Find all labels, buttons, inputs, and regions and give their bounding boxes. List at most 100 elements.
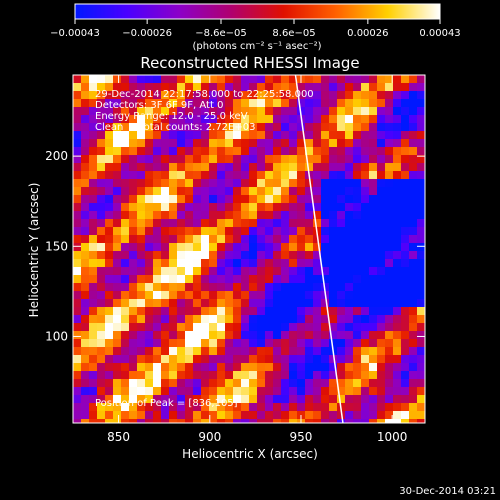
heatmap-cell (153, 235, 162, 244)
heatmap-cell (409, 203, 418, 212)
heatmap-cell (409, 299, 418, 308)
heatmap-cell (337, 187, 346, 196)
heatmap-cell (329, 267, 338, 276)
heatmap-cell (377, 227, 386, 236)
heatmap-cell (361, 107, 370, 116)
heatmap-cell (201, 251, 210, 260)
heatmap-cell (313, 411, 322, 420)
heatmap-cell (265, 403, 274, 412)
heatmap-cell (281, 187, 290, 196)
heatmap-cell (137, 275, 146, 284)
heatmap-cell (153, 299, 162, 308)
heatmap-cell (193, 403, 202, 412)
heatmap-cell (209, 347, 218, 356)
heatmap-cell (153, 203, 162, 212)
heatmap-cell (121, 267, 130, 276)
heatmap-cell (313, 315, 322, 324)
heatmap-cell (273, 155, 282, 164)
heatmap-cell (305, 323, 314, 332)
heatmap-cell (225, 243, 234, 252)
heatmap-cell (97, 291, 106, 300)
heatmap-cell (257, 115, 266, 124)
heatmap-cell (337, 347, 346, 356)
heatmap-cell (217, 419, 226, 423)
heatmap-cell (377, 411, 386, 420)
heatmap-cell (417, 291, 425, 300)
heatmap-cell (361, 243, 370, 252)
heatmap-cell (417, 179, 425, 188)
heatmap-cell (113, 259, 122, 268)
heatmap-cell (217, 283, 226, 292)
heatmap-cell (73, 403, 82, 412)
heatmap-cell (121, 195, 130, 204)
heatmap-cell (113, 235, 122, 244)
heatmap-cell (353, 179, 362, 188)
heatmap-cell (257, 83, 266, 92)
heatmap-cell (209, 115, 218, 124)
heatmap-cell (73, 387, 82, 396)
heatmap-cell (385, 387, 394, 396)
heatmap-cell (385, 187, 394, 196)
heatmap-cell (369, 347, 378, 356)
heatmap-cell (217, 211, 226, 220)
heatmap-cell (369, 179, 378, 188)
heatmap-cell (137, 123, 146, 132)
heatmap-cell (377, 283, 386, 292)
heatmap-cell (385, 403, 394, 412)
heatmap-cell (201, 307, 210, 316)
heatmap-cell (257, 307, 266, 316)
heatmap-cell (417, 91, 425, 100)
heatmap-cell (337, 179, 346, 188)
heatmap-cell (225, 195, 234, 204)
heatmap-cell (337, 283, 346, 292)
heatmap-cell (289, 331, 298, 340)
heatmap-cell (185, 339, 194, 348)
heatmap-cell (113, 395, 122, 404)
heatmap-cell (97, 243, 106, 252)
heatmap-cell (273, 179, 282, 188)
heatmap-cell (97, 203, 106, 212)
heatmap-cell (209, 299, 218, 308)
heatmap-cell (81, 323, 90, 332)
heatmap-cell (153, 275, 162, 284)
heatmap-cell (273, 323, 282, 332)
heatmap-cell (97, 355, 106, 364)
heatmap-cell (153, 307, 162, 316)
heatmap-cell (217, 147, 226, 156)
annotation-energy-range: Energy Range: 12.0 - 25.0 keV (95, 111, 248, 122)
heatmap-cell (233, 411, 242, 420)
heatmap-cell (73, 219, 82, 228)
heatmap-cell (169, 107, 178, 116)
heatmap-cell (393, 355, 402, 364)
heatmap-cell (185, 163, 194, 172)
heatmap-cell (305, 227, 314, 236)
heatmap-cell (225, 131, 234, 140)
heatmap-cell (353, 251, 362, 260)
heatmap-cell (113, 171, 122, 180)
heatmap-cell (137, 147, 146, 156)
heatmap-cell (153, 243, 162, 252)
heatmap-cell (257, 131, 266, 140)
heatmap-cell (257, 75, 266, 84)
heatmap-cell (401, 379, 410, 388)
heatmap-cell (401, 323, 410, 332)
heatmap-cell (81, 275, 90, 284)
heatmap-cell (353, 299, 362, 308)
heatmap-cell (161, 267, 170, 276)
heatmap-cell (337, 371, 346, 380)
heatmap-cell (281, 403, 290, 412)
heatmap-cell (161, 91, 170, 100)
heatmap-cell (233, 115, 242, 124)
heatmap-cell (233, 275, 242, 284)
heatmap-cell (121, 227, 130, 236)
heatmap-cell (353, 315, 362, 324)
heatmap-cell (329, 283, 338, 292)
heatmap-cell (73, 99, 82, 108)
heatmap-cell (385, 235, 394, 244)
heatmap-cell (193, 379, 202, 388)
heatmap-cell (129, 339, 138, 348)
heatmap-cell (369, 331, 378, 340)
heatmap-cell (129, 235, 138, 244)
heatmap-cell (417, 155, 425, 164)
heatmap-cell (393, 267, 402, 276)
